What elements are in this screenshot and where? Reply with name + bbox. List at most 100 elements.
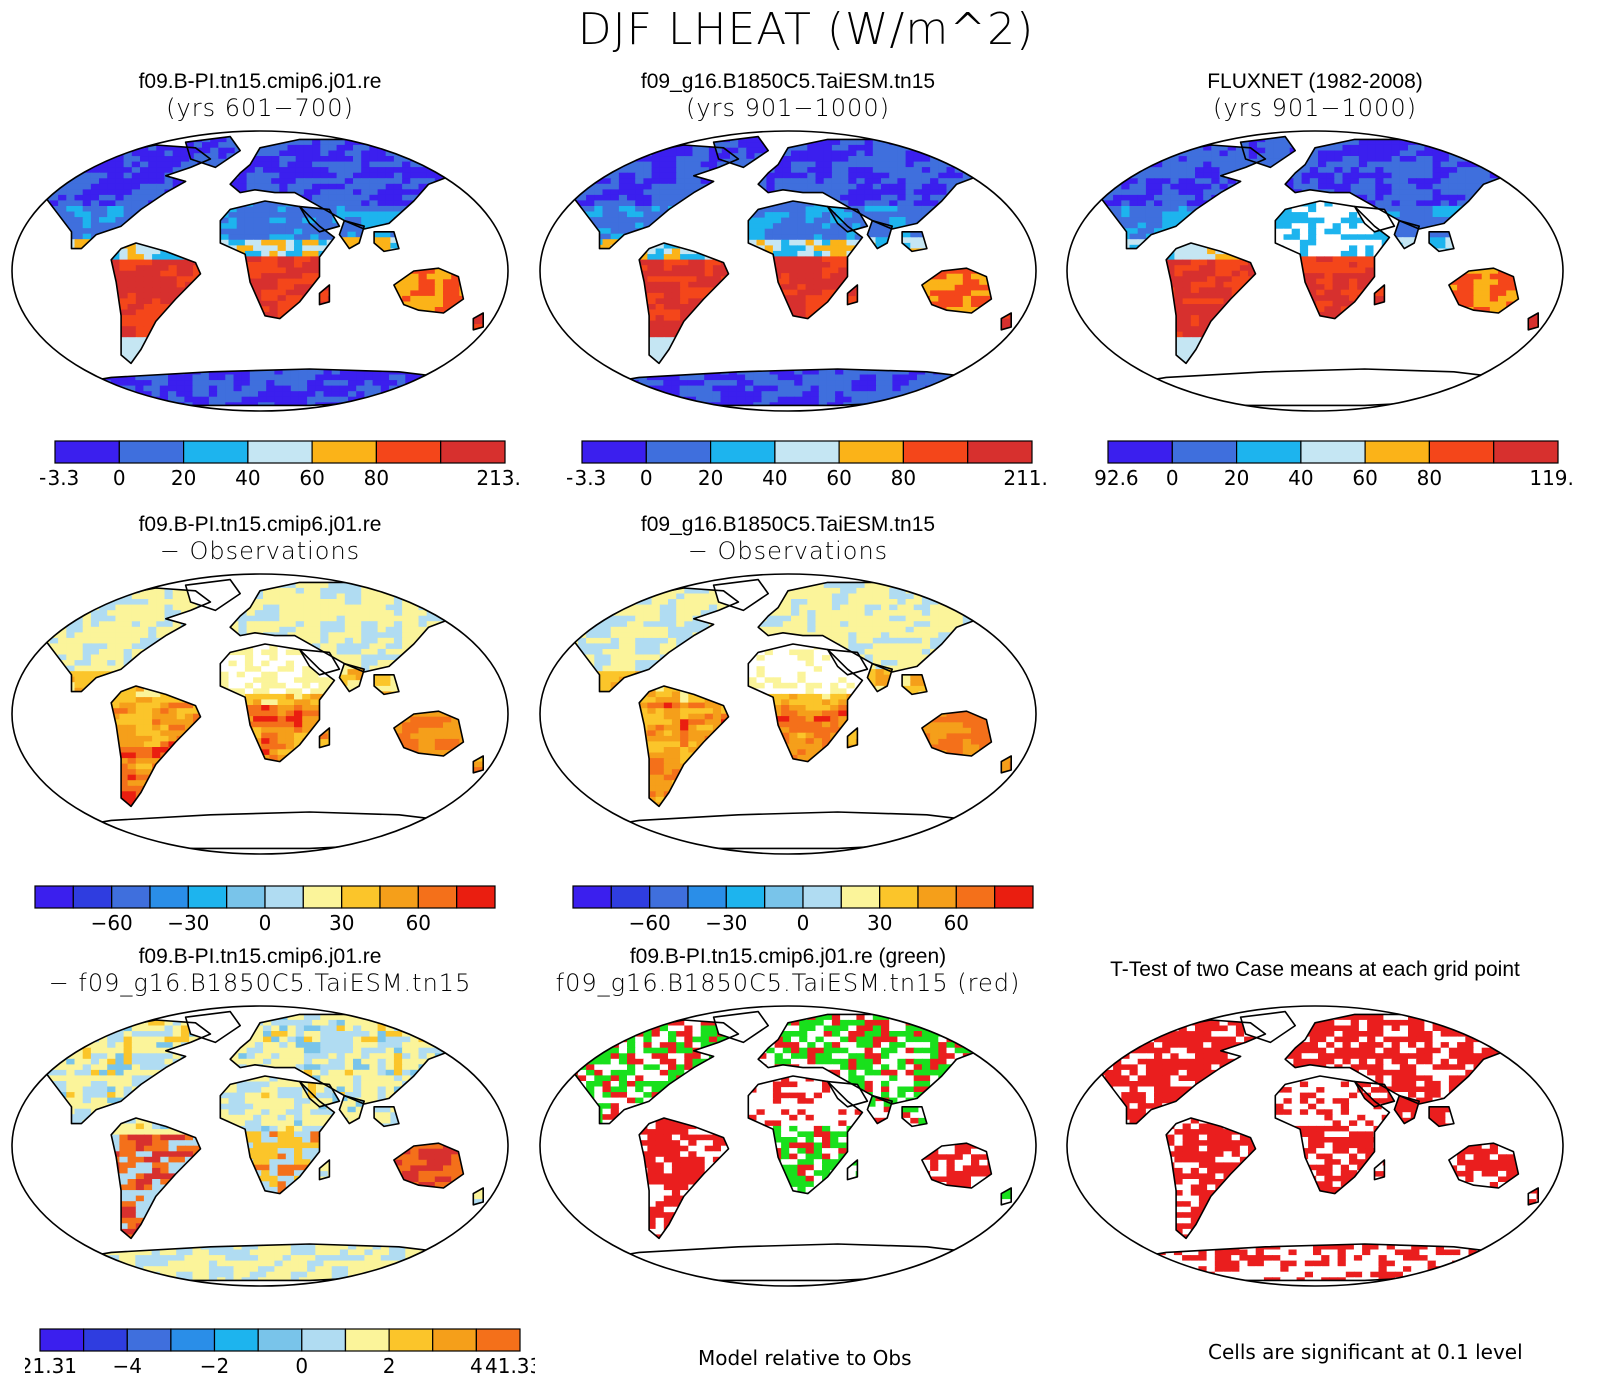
colorbar-tick-label: 20 — [171, 466, 196, 490]
colorbar-tick-label: 41.334 — [485, 1354, 535, 1378]
panel-subtitle: (yrs 901−1000) — [533, 94, 1043, 122]
colorbar-tick-label: 30 — [867, 911, 892, 935]
map-case1 — [5, 126, 515, 416]
colorbar-swatch — [112, 886, 150, 908]
colorbar-swatch — [880, 886, 918, 908]
map-closest-to-obs — [533, 1001, 1043, 1291]
colorbar-swatch — [918, 886, 956, 908]
panel-subtitle: (yrs 901−1000) — [1060, 94, 1570, 122]
colorbar-tick-label: 30 — [329, 911, 354, 935]
panel-subtitle: − Observations — [5, 537, 515, 565]
panel-ttest: T-Test of two Case means at each grid po… — [1060, 958, 1570, 1398]
map-ttest — [1060, 1001, 1570, 1291]
colorbar-swatch — [688, 886, 726, 908]
colorbar-swatch — [127, 1329, 171, 1351]
colorbar-swatch — [956, 886, 994, 908]
colorbar-swatch — [188, 886, 226, 908]
panel-title: f09_g16.B1850C5.TaiESM.tn15 — [533, 70, 1043, 94]
map-case1-minus-obs — [5, 569, 515, 859]
colorbar-swatch — [55, 441, 119, 463]
colorbar-swatch — [302, 1329, 346, 1351]
colorbar-swatch — [303, 886, 341, 908]
colorbar-swatch — [1494, 441, 1558, 463]
colorbar-swatch — [380, 886, 418, 908]
panel-title: f09.B-PI.tn15.cmip6.j01.re (green) — [533, 945, 1043, 969]
colorbar-swatch — [839, 441, 903, 463]
colorbar-swatch — [150, 886, 188, 908]
colorbar-swatch — [573, 886, 611, 908]
panel-title: f09.B-PI.tn15.cmip6.j01.re — [5, 945, 515, 969]
colorbar-swatch — [1172, 441, 1236, 463]
colorbar-swatch — [711, 441, 775, 463]
colorbar-tick-label: −3.3 — [40, 466, 79, 490]
colorbar-tick-label: 0 — [259, 911, 272, 935]
colorbar-swatch — [35, 886, 73, 908]
colorbar-tick-label: −3.3 — [567, 466, 606, 490]
colorbar-swatch — [376, 441, 440, 463]
colorbar-swatch — [73, 886, 111, 908]
colorbar-tick-label: −2 — [200, 1354, 229, 1378]
colorbar-tick-label: 80 — [1417, 466, 1442, 490]
colorbar-swatch — [765, 886, 803, 908]
colorbar-tick-label: 40 — [1288, 466, 1313, 490]
colorbar-swatch — [457, 886, 495, 908]
colorbar-swatch — [726, 886, 764, 908]
colorbar-tick-label: 40 — [762, 466, 787, 490]
colorbar-tick-label: 0 — [295, 1354, 308, 1378]
colorbar-swatch — [312, 441, 376, 463]
colorbar-swatch — [441, 441, 505, 463]
colorbar-tick-label: 0 — [797, 911, 810, 935]
note-significance: Cells are significant at 0.1 level — [1208, 1340, 1523, 1364]
colorbar-swatch — [248, 441, 312, 463]
colorbar-swatch — [389, 1329, 433, 1351]
colorbar-swatch — [611, 886, 649, 908]
colorbar-tick-label: 60 — [1352, 466, 1377, 490]
figure-title: DJF LHEAT (W/m^2) — [0, 4, 1612, 55]
colorbar-swatch — [1429, 441, 1493, 463]
colorbar-tick-label: 2 — [383, 1354, 396, 1378]
colorbar-tick-label: 0 — [113, 466, 126, 490]
colorbar-swatch — [258, 1329, 302, 1351]
colorbar-swatch — [84, 1329, 128, 1351]
colorbar-tick-label: 80 — [364, 466, 389, 490]
colorbar-swatch — [650, 886, 688, 908]
colorbar-swatch — [903, 441, 967, 463]
panel-title: f09.B-PI.tn15.cmip6.j01.re — [5, 70, 515, 94]
colorbar-tick-label: 60 — [406, 911, 431, 935]
panel-case1-minus-case2: f09.B-PI.tn15.cmip6.j01.re − f09_g16.B18… — [5, 945, 515, 1385]
colorbar-swatch — [582, 441, 646, 463]
colorbar-swatch — [215, 1329, 259, 1351]
colorbar-swatch — [646, 441, 710, 463]
colorbar-swatch — [968, 441, 1032, 463]
map-case2-minus-obs — [533, 569, 1043, 859]
map-case2 — [533, 126, 1043, 416]
colorbar-swatch — [476, 1329, 520, 1351]
colorbar-tick-label: 60 — [944, 911, 969, 935]
map-observations — [1060, 126, 1570, 416]
colorbar-swatch — [775, 441, 839, 463]
colorbar-swatch — [40, 1329, 84, 1351]
colorbar-tick-label: 0 — [640, 466, 653, 490]
colorbar-swatch — [119, 441, 183, 463]
colorbar-swatch — [184, 441, 248, 463]
panel-title: FLUXNET (1982-2008) — [1060, 70, 1570, 94]
colorbar-tick-label: 60 — [299, 466, 324, 490]
colorbar-swatch — [995, 886, 1033, 908]
colorbar-swatch — [1237, 441, 1301, 463]
panel-closest-to-obs: f09.B-PI.tn15.cmip6.j01.re (green) f09_g… — [533, 945, 1043, 1385]
colorbar-tick-label: 20 — [698, 466, 723, 490]
colorbar-swatch — [803, 886, 841, 908]
note-model-relative: Model relative to Obs — [698, 1346, 912, 1370]
panel-subtitle: − f09_g16.B1850C5.TaiESM.tn15 — [5, 969, 515, 997]
colorbar-swatch — [227, 886, 265, 908]
colorbar-tick-label: −4 — [113, 1354, 142, 1378]
panel-title: f09_g16.B1850C5.TaiESM.tn15 — [533, 513, 1043, 537]
panel-subtitle: (yrs 601−700) — [5, 94, 515, 122]
colorbar-tick-label: 60 — [826, 466, 851, 490]
